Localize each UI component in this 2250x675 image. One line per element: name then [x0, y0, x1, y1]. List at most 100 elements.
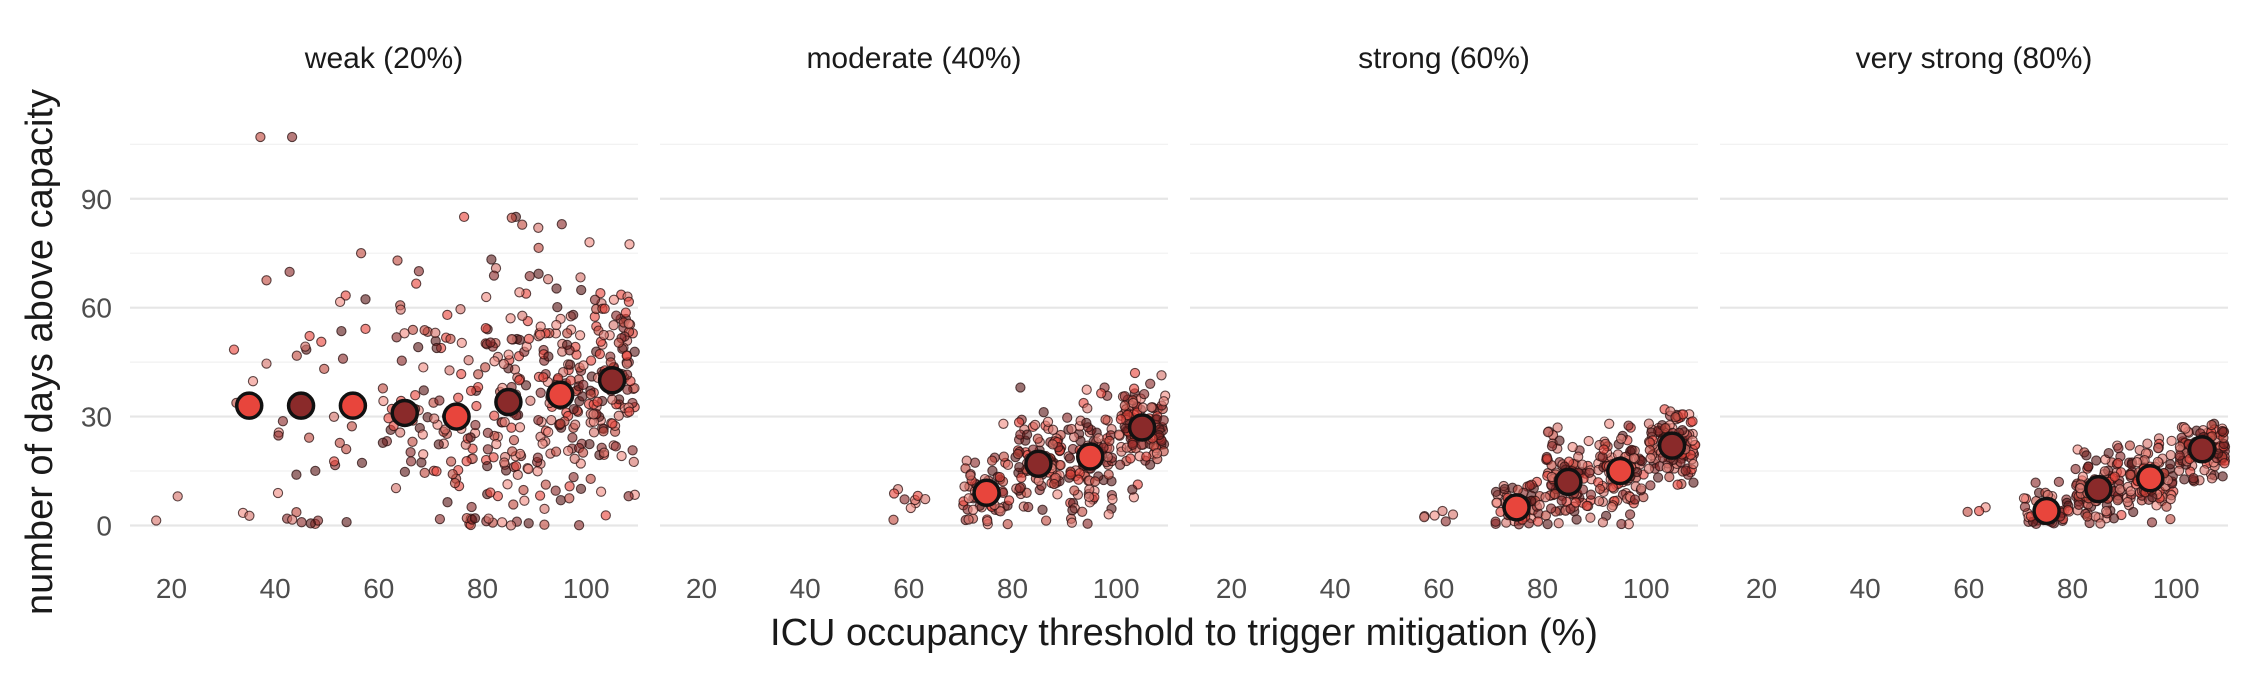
data-point [1141, 451, 1152, 462]
data-point [1556, 495, 1567, 506]
data-point [2199, 465, 2210, 476]
data-point [965, 470, 976, 481]
data-point [520, 380, 532, 391]
facet-title: weak (20%) [304, 42, 463, 75]
x-tick-label: 60 [1953, 573, 1984, 604]
data-point [899, 494, 910, 505]
data-point [551, 283, 562, 294]
data-point [418, 449, 429, 460]
data-point [456, 337, 467, 349]
data-point [2217, 425, 2228, 437]
data-point [577, 447, 589, 458]
data-point [2018, 493, 2030, 504]
data-point [611, 310, 622, 321]
data-point [1023, 501, 1034, 513]
data-point [1570, 497, 1581, 508]
data-point [2131, 457, 2143, 468]
mean-point [972, 478, 1001, 508]
data-point [2161, 501, 2172, 512]
data-point [969, 457, 981, 468]
data-point [588, 409, 599, 420]
data-point [465, 385, 477, 397]
data-point [1127, 439, 1138, 450]
data-point [628, 456, 639, 468]
data-point [1037, 504, 1048, 515]
mean-point [1075, 442, 1105, 471]
data-point [1973, 505, 1985, 517]
data-point [1065, 469, 1076, 480]
data-point [2142, 438, 2153, 449]
mean-point [545, 380, 575, 410]
data-point [407, 436, 418, 447]
data-point [525, 395, 536, 406]
data-point [1146, 402, 1157, 413]
data-point [417, 429, 428, 440]
data-point [1002, 518, 1013, 530]
data-point [334, 296, 346, 308]
data-point [1540, 492, 1551, 503]
data-point [1593, 495, 1605, 507]
data-point [514, 287, 525, 298]
data-point [1115, 414, 1127, 425]
data-point [1688, 477, 1699, 488]
data-point [455, 304, 466, 315]
mean-point [2187, 434, 2217, 464]
data-point [488, 452, 499, 463]
data-point [502, 479, 513, 490]
data-point [595, 486, 607, 497]
data-point [1643, 463, 1655, 474]
data-point [407, 324, 419, 336]
data-point [1664, 471, 1675, 483]
data-point [1583, 435, 1594, 447]
data-point [1670, 412, 1681, 423]
data-point [570, 419, 581, 430]
data-point [261, 358, 272, 369]
data-point [1062, 412, 1073, 423]
point-cloud [888, 367, 1171, 530]
data-point [562, 445, 574, 457]
data-point [1597, 517, 1609, 528]
data-point [1623, 420, 1634, 431]
mean-point [1502, 493, 1531, 522]
data-point [568, 403, 579, 415]
data-point [482, 427, 494, 439]
data-point [465, 432, 476, 443]
x-tick-label: 100 [1093, 573, 1140, 604]
x-tick-label: 100 [563, 573, 610, 604]
data-point [543, 426, 554, 438]
data-point [1156, 370, 1167, 381]
data-point [1049, 478, 1060, 490]
data-point [304, 330, 315, 342]
data-point [2083, 461, 2094, 472]
data-point [2166, 435, 2177, 447]
data-point [2165, 459, 2176, 470]
data-point [1077, 506, 1088, 517]
y-axis-title: number of days above capacity [19, 89, 61, 615]
data-point [244, 510, 255, 521]
data-point [905, 502, 916, 514]
data-point [2173, 465, 2185, 476]
data-point [429, 413, 440, 424]
data-point [418, 385, 429, 396]
data-point [508, 434, 520, 446]
data-point [546, 414, 557, 426]
data-point [1066, 517, 1078, 528]
y-tick-label: 90 [81, 184, 112, 215]
data-point [1103, 509, 1114, 520]
data-point [1107, 494, 1118, 505]
data-point [627, 445, 638, 456]
data-point [328, 456, 340, 467]
data-point [2081, 450, 2092, 461]
x-tick-label: 20 [156, 573, 187, 604]
data-point [300, 341, 311, 352]
data-point [542, 274, 554, 285]
data-point [360, 294, 371, 305]
data-point [1688, 458, 1699, 470]
data-point [607, 418, 618, 429]
data-point [1082, 403, 1093, 414]
data-point [1552, 422, 1563, 433]
data-point [1604, 418, 1615, 429]
x-tick-label: 60 [363, 573, 394, 604]
data-point [506, 212, 517, 223]
facet-title: very strong (80%) [1856, 42, 2093, 75]
